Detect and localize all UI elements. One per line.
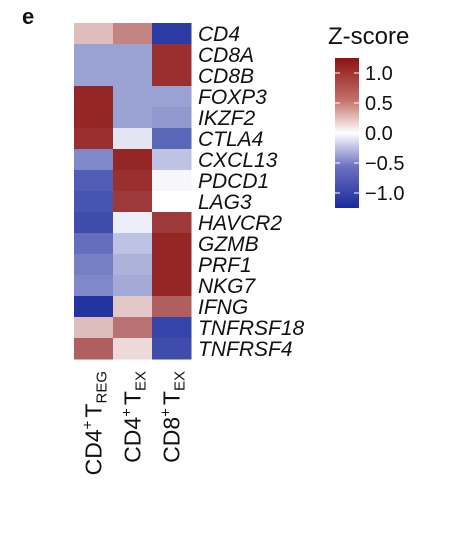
heatmap-cell-ifng-3 <box>152 296 192 318</box>
heatmap-cell-cd4-2 <box>113 23 153 45</box>
legend-tick-label: 1.0 <box>365 63 393 85</box>
heatmap-cell-pdcd1-2 <box>113 170 153 192</box>
heatmap-cell-nkg7-1 <box>74 275 114 297</box>
gene-label-tnfrsf18: TNFRSF18 <box>198 317 305 340</box>
gene-label-ikzf2: IKZF2 <box>198 107 255 130</box>
heatmap-cell-ikzf2-2 <box>113 107 153 129</box>
heatmap-cell-cxcl13-2 <box>113 149 153 171</box>
legend-ticks: 1.0 0.5 0.0 −0.5 −1.0 <box>335 63 404 205</box>
gene-labels: CD4CD8ACD8BFOXP3IKZF2CTLA4CXCL13PDCD1LAG… <box>198 23 305 361</box>
gene-label-pdcd1: PDCD1 <box>198 170 269 193</box>
gene-label-tnfrsf4: TNFRSF4 <box>198 338 293 361</box>
gene-label-cd8a: CD8A <box>198 44 254 67</box>
gene-label-cd8b: CD8B <box>198 65 254 88</box>
heatmap-cell-cd8a-1 <box>74 44 114 66</box>
heatmap-cell-ikzf2-3 <box>152 107 192 129</box>
gene-label-lag3: LAG3 <box>198 191 252 214</box>
heatmap-cell-lag3-1 <box>74 191 114 213</box>
heatmap-cell-tnfrsf18-3 <box>152 317 192 339</box>
heatmap-cells <box>74 23 192 360</box>
gene-label-gzmb: GZMB <box>198 233 259 256</box>
heatmap-cell-tnfrsf18-1 <box>74 317 114 339</box>
heatmap-cell-nkg7-2 <box>113 275 153 297</box>
legend-tick-label: 0.0 <box>365 123 393 145</box>
heatmap-cell-ctla4-1 <box>74 128 114 150</box>
heatmap-cell-cxcl13-3 <box>152 149 192 171</box>
heatmap-cell-pdcd1-1 <box>74 170 114 192</box>
heatmap-cell-lag3-2 <box>113 191 153 213</box>
heatmap-cell-ifng-1 <box>74 296 114 318</box>
heatmap-cell-cd4-1 <box>74 23 114 45</box>
gene-label-cxcl13: CXCL13 <box>198 149 278 172</box>
heatmap-cell-foxp3-1 <box>74 86 114 108</box>
heatmap-cell-gzmb-3 <box>152 233 192 255</box>
legend-tick-label: −0.5 <box>365 153 404 175</box>
heatmap-cell-prf1-3 <box>152 254 192 276</box>
gene-label-nkg7: NKG7 <box>198 275 257 298</box>
heatmap-cell-cxcl13-1 <box>74 149 114 171</box>
heatmap-cell-lag3-3 <box>152 191 192 213</box>
heatmap-cell-nkg7-3 <box>152 275 192 297</box>
heatmap-cell-prf1-2 <box>113 254 153 276</box>
gene-label-cd4: CD4 <box>198 23 240 46</box>
heatmap-cell-tnfrsf4-1 <box>74 338 114 360</box>
gene-label-ifng: IFNG <box>198 296 248 319</box>
heatmap-cell-cd8b-3 <box>152 65 192 87</box>
heatmap-cell-cd8b-2 <box>113 65 153 87</box>
gene-label-prf1: PRF1 <box>198 254 252 277</box>
heatmap-cell-cd4-3 <box>152 23 192 45</box>
legend-tick-label: −1.0 <box>365 183 404 205</box>
heatmap-cell-prf1-1 <box>74 254 114 276</box>
column-labels: CD4+TREG CD4+TEX CD8+TEX <box>80 371 189 475</box>
heatmap-cell-tnfrsf4-2 <box>113 338 153 360</box>
column-label-2: CD4+TEX <box>119 371 150 463</box>
heatmap-cell-ctla4-2 <box>113 128 153 150</box>
heatmap-cell-ctla4-3 <box>152 128 192 150</box>
heatmap-cell-cd8a-2 <box>113 44 153 66</box>
heatmap-cell-ifng-2 <box>113 296 153 318</box>
heatmap-cell-cd8b-1 <box>74 65 114 87</box>
heatmap-cell-pdcd1-3 <box>152 170 192 192</box>
legend-tick-label: 0.5 <box>365 93 393 115</box>
heatmap-cell-havcr2-1 <box>74 212 114 234</box>
gene-label-ctla4: CTLA4 <box>198 128 263 151</box>
column-label-1: CD4+TREG <box>80 371 111 475</box>
panel-label: e <box>22 4 34 29</box>
heatmap-cell-ikzf2-1 <box>74 107 114 129</box>
heatmap-cell-gzmb-2 <box>113 233 153 255</box>
column-label-3: CD8+TEX <box>158 371 189 463</box>
heatmap-cell-cd8a-3 <box>152 44 192 66</box>
heatmap-cell-havcr2-2 <box>113 212 153 234</box>
heatmap-cell-foxp3-2 <box>113 86 153 108</box>
heatmap-cell-gzmb-1 <box>74 233 114 255</box>
legend-title: Z-score <box>328 23 409 50</box>
heatmap-cell-havcr2-3 <box>152 212 192 234</box>
gene-label-havcr2: HAVCR2 <box>198 212 282 235</box>
heatmap-cell-foxp3-3 <box>152 86 192 108</box>
heatmap-cell-tnfrsf4-3 <box>152 338 192 360</box>
zscore-legend: Z-score 1.0 0.5 0.0 −0.5 −1.0 <box>328 23 409 208</box>
gene-label-foxp3: FOXP3 <box>198 86 267 109</box>
heatmap-cell-tnfrsf18-2 <box>113 317 153 339</box>
